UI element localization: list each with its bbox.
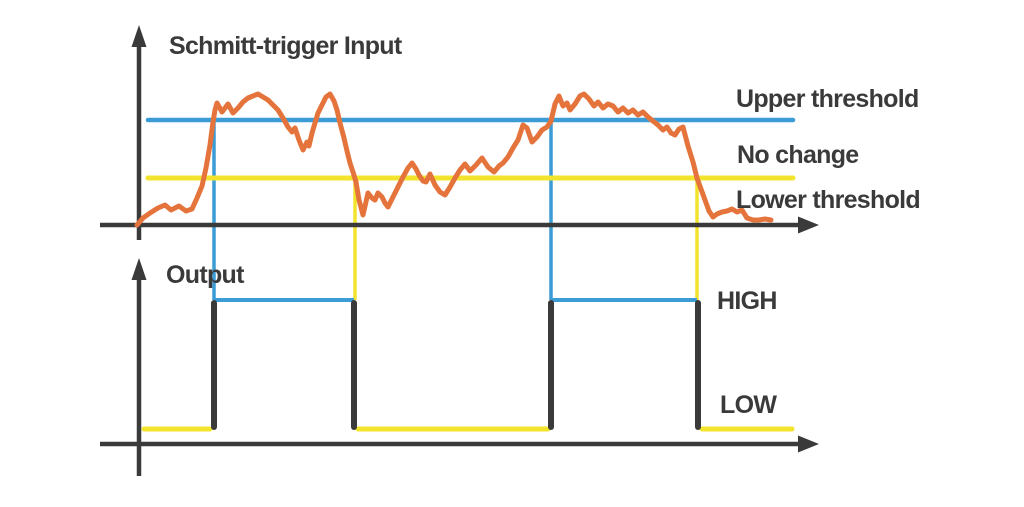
output-x-axis-arrowhead — [798, 435, 819, 453]
output-y-axis-arrowhead — [131, 258, 147, 280]
high-state-label: HIGH — [717, 287, 777, 315]
output-chart-title: Output — [166, 261, 244, 289]
no-change-label: No change — [737, 141, 859, 169]
input-x-axis-arrowhead — [798, 216, 819, 234]
lower-threshold-label: Lower threshold — [736, 186, 921, 214]
upper-threshold-label: Upper threshold — [736, 85, 919, 113]
input-chart-title: Schmitt-trigger Input — [169, 32, 402, 60]
low-state-label: LOW — [720, 391, 777, 419]
input-y-axis-arrowhead — [131, 25, 147, 47]
input-signal — [134, 91, 774, 228]
